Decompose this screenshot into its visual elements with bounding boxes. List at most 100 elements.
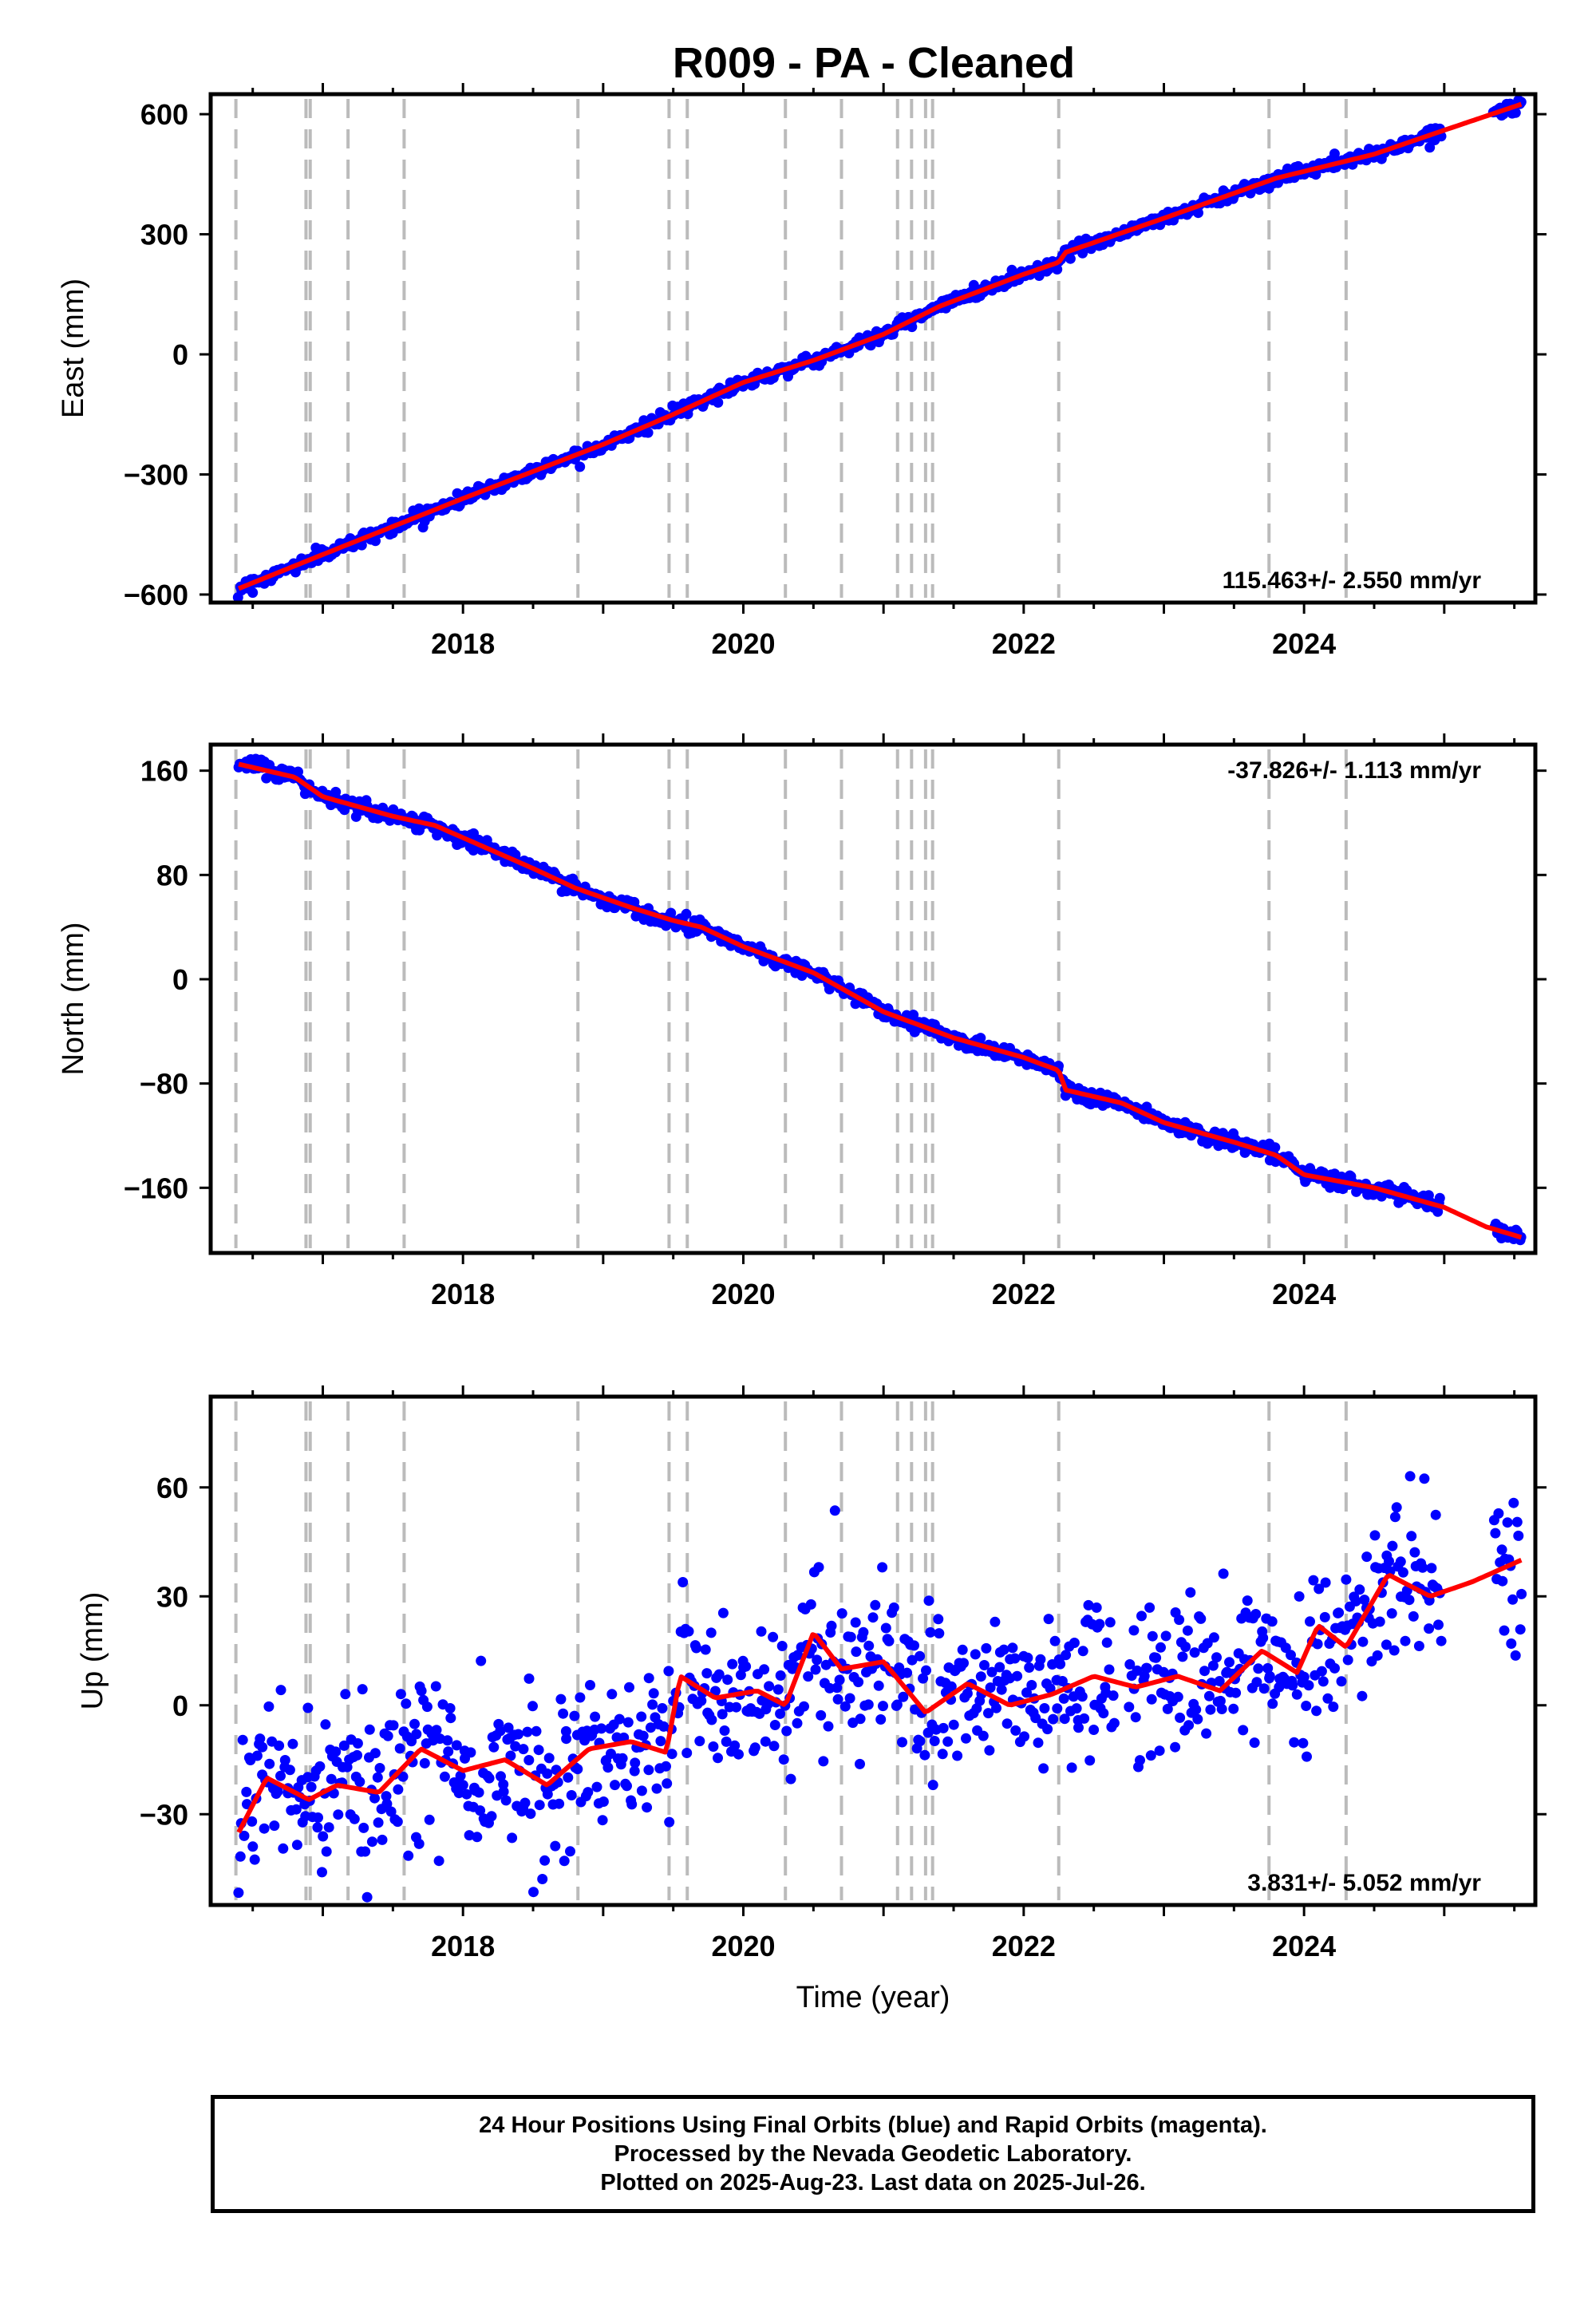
data-point <box>451 1740 462 1751</box>
data-point <box>333 1809 344 1820</box>
y-tick-label: −300 <box>124 458 188 491</box>
data-point <box>655 1736 666 1747</box>
data-point <box>957 1644 968 1655</box>
data-point <box>979 1660 990 1670</box>
panel-frame <box>208 92 1538 605</box>
data-point <box>533 1745 544 1756</box>
data-point <box>756 1626 767 1637</box>
data-point <box>664 1816 675 1828</box>
data-point <box>393 1784 404 1795</box>
data-point <box>832 1694 843 1705</box>
data-point <box>768 1631 779 1642</box>
data-point <box>274 1740 285 1751</box>
data-point <box>377 1834 388 1845</box>
data-point <box>915 1650 926 1662</box>
data-point <box>937 1749 948 1760</box>
data-point <box>803 1671 814 1682</box>
x-tick-label: 2022 <box>992 627 1056 660</box>
data-point <box>853 1677 864 1688</box>
data-point <box>907 1654 918 1666</box>
data-point <box>598 1796 609 1807</box>
data-point <box>708 1741 719 1752</box>
data-point <box>1214 1676 1225 1686</box>
data-point <box>610 1780 620 1791</box>
x-tick-label: 2020 <box>711 1278 775 1310</box>
data-point <box>986 1666 998 1678</box>
data-point <box>878 1701 888 1712</box>
data-point <box>560 1725 571 1737</box>
data-point <box>717 1607 729 1618</box>
data-point <box>1170 1741 1181 1753</box>
data-point <box>883 1635 895 1646</box>
data-point <box>731 1701 742 1713</box>
data-point <box>642 427 654 438</box>
data-point <box>844 1693 855 1704</box>
y-tick-label: 0 <box>172 963 188 996</box>
data-point <box>486 1811 497 1822</box>
data-point <box>1319 1611 1330 1622</box>
data-point <box>958 1658 969 1669</box>
data-point <box>320 1719 331 1730</box>
data-point <box>496 1771 506 1782</box>
data-point <box>257 1741 268 1753</box>
data-point <box>880 1622 891 1634</box>
data-point <box>1144 1602 1156 1613</box>
data-point <box>235 1851 246 1862</box>
data-points <box>233 1471 1527 1903</box>
data-point <box>990 1616 1001 1627</box>
panel-3: 2018 2020 2022 2024 −30 0 30 60 Up (mm) 3.831+/- … <box>76 1385 1547 2014</box>
data-point <box>602 1762 614 1773</box>
data-point <box>349 1813 360 1824</box>
data-point <box>1305 1616 1315 1627</box>
data-point <box>1033 1737 1044 1749</box>
data-point <box>614 1713 625 1725</box>
data-point <box>727 1658 738 1670</box>
data-point <box>1424 142 1436 153</box>
data-point <box>523 1755 535 1765</box>
data-point <box>1136 1611 1147 1622</box>
data-point <box>1430 1509 1441 1520</box>
data-point <box>1350 1595 1361 1607</box>
data-point <box>733 1749 744 1760</box>
data-point <box>453 1788 464 1799</box>
x-tick-label: 2020 <box>711 1930 775 1962</box>
data-point <box>1124 1701 1135 1713</box>
data-point <box>1043 1614 1054 1625</box>
data-point <box>1413 1641 1424 1651</box>
data-point <box>663 1666 674 1677</box>
data-point <box>1320 1577 1331 1588</box>
data-point <box>572 1764 583 1775</box>
data-point <box>1132 1665 1143 1676</box>
data-point <box>772 1684 784 1695</box>
data-point <box>1146 1694 1157 1705</box>
footer-line-1: 24 Hour Positions Using Final Orbits (bl… <box>479 2112 1267 2138</box>
data-points <box>233 753 1527 1246</box>
x-tick-label: 2024 <box>1272 627 1336 660</box>
data-point <box>897 1737 907 1748</box>
data-point <box>1333 1607 1345 1618</box>
data-point <box>585 1680 595 1690</box>
panel-1: 2018 2020 2022 2024 −600 −300 0 300 600 East (mm)… <box>57 83 1547 660</box>
data-point <box>696 1695 707 1706</box>
data-point <box>929 1736 940 1746</box>
data-point <box>1001 1718 1013 1729</box>
data-point <box>638 1730 649 1741</box>
data-point <box>1264 1670 1275 1682</box>
data-point <box>1385 1566 1396 1577</box>
data-point <box>498 1779 509 1790</box>
data-point <box>1094 1618 1105 1630</box>
data-point <box>1042 1724 1053 1735</box>
data-point <box>558 1708 569 1719</box>
y-tick-label: 60 <box>156 1472 188 1504</box>
data-point <box>921 1665 931 1676</box>
data-point <box>1022 1652 1033 1663</box>
data-point <box>1417 1562 1428 1573</box>
data-point <box>1216 1704 1227 1714</box>
data-point <box>366 1836 377 1848</box>
data-point <box>247 1816 258 1827</box>
data-point <box>264 1758 275 1769</box>
data-point <box>875 1714 887 1725</box>
data-point <box>1419 1473 1430 1484</box>
data-point <box>596 1723 607 1734</box>
data-point <box>591 1781 602 1792</box>
